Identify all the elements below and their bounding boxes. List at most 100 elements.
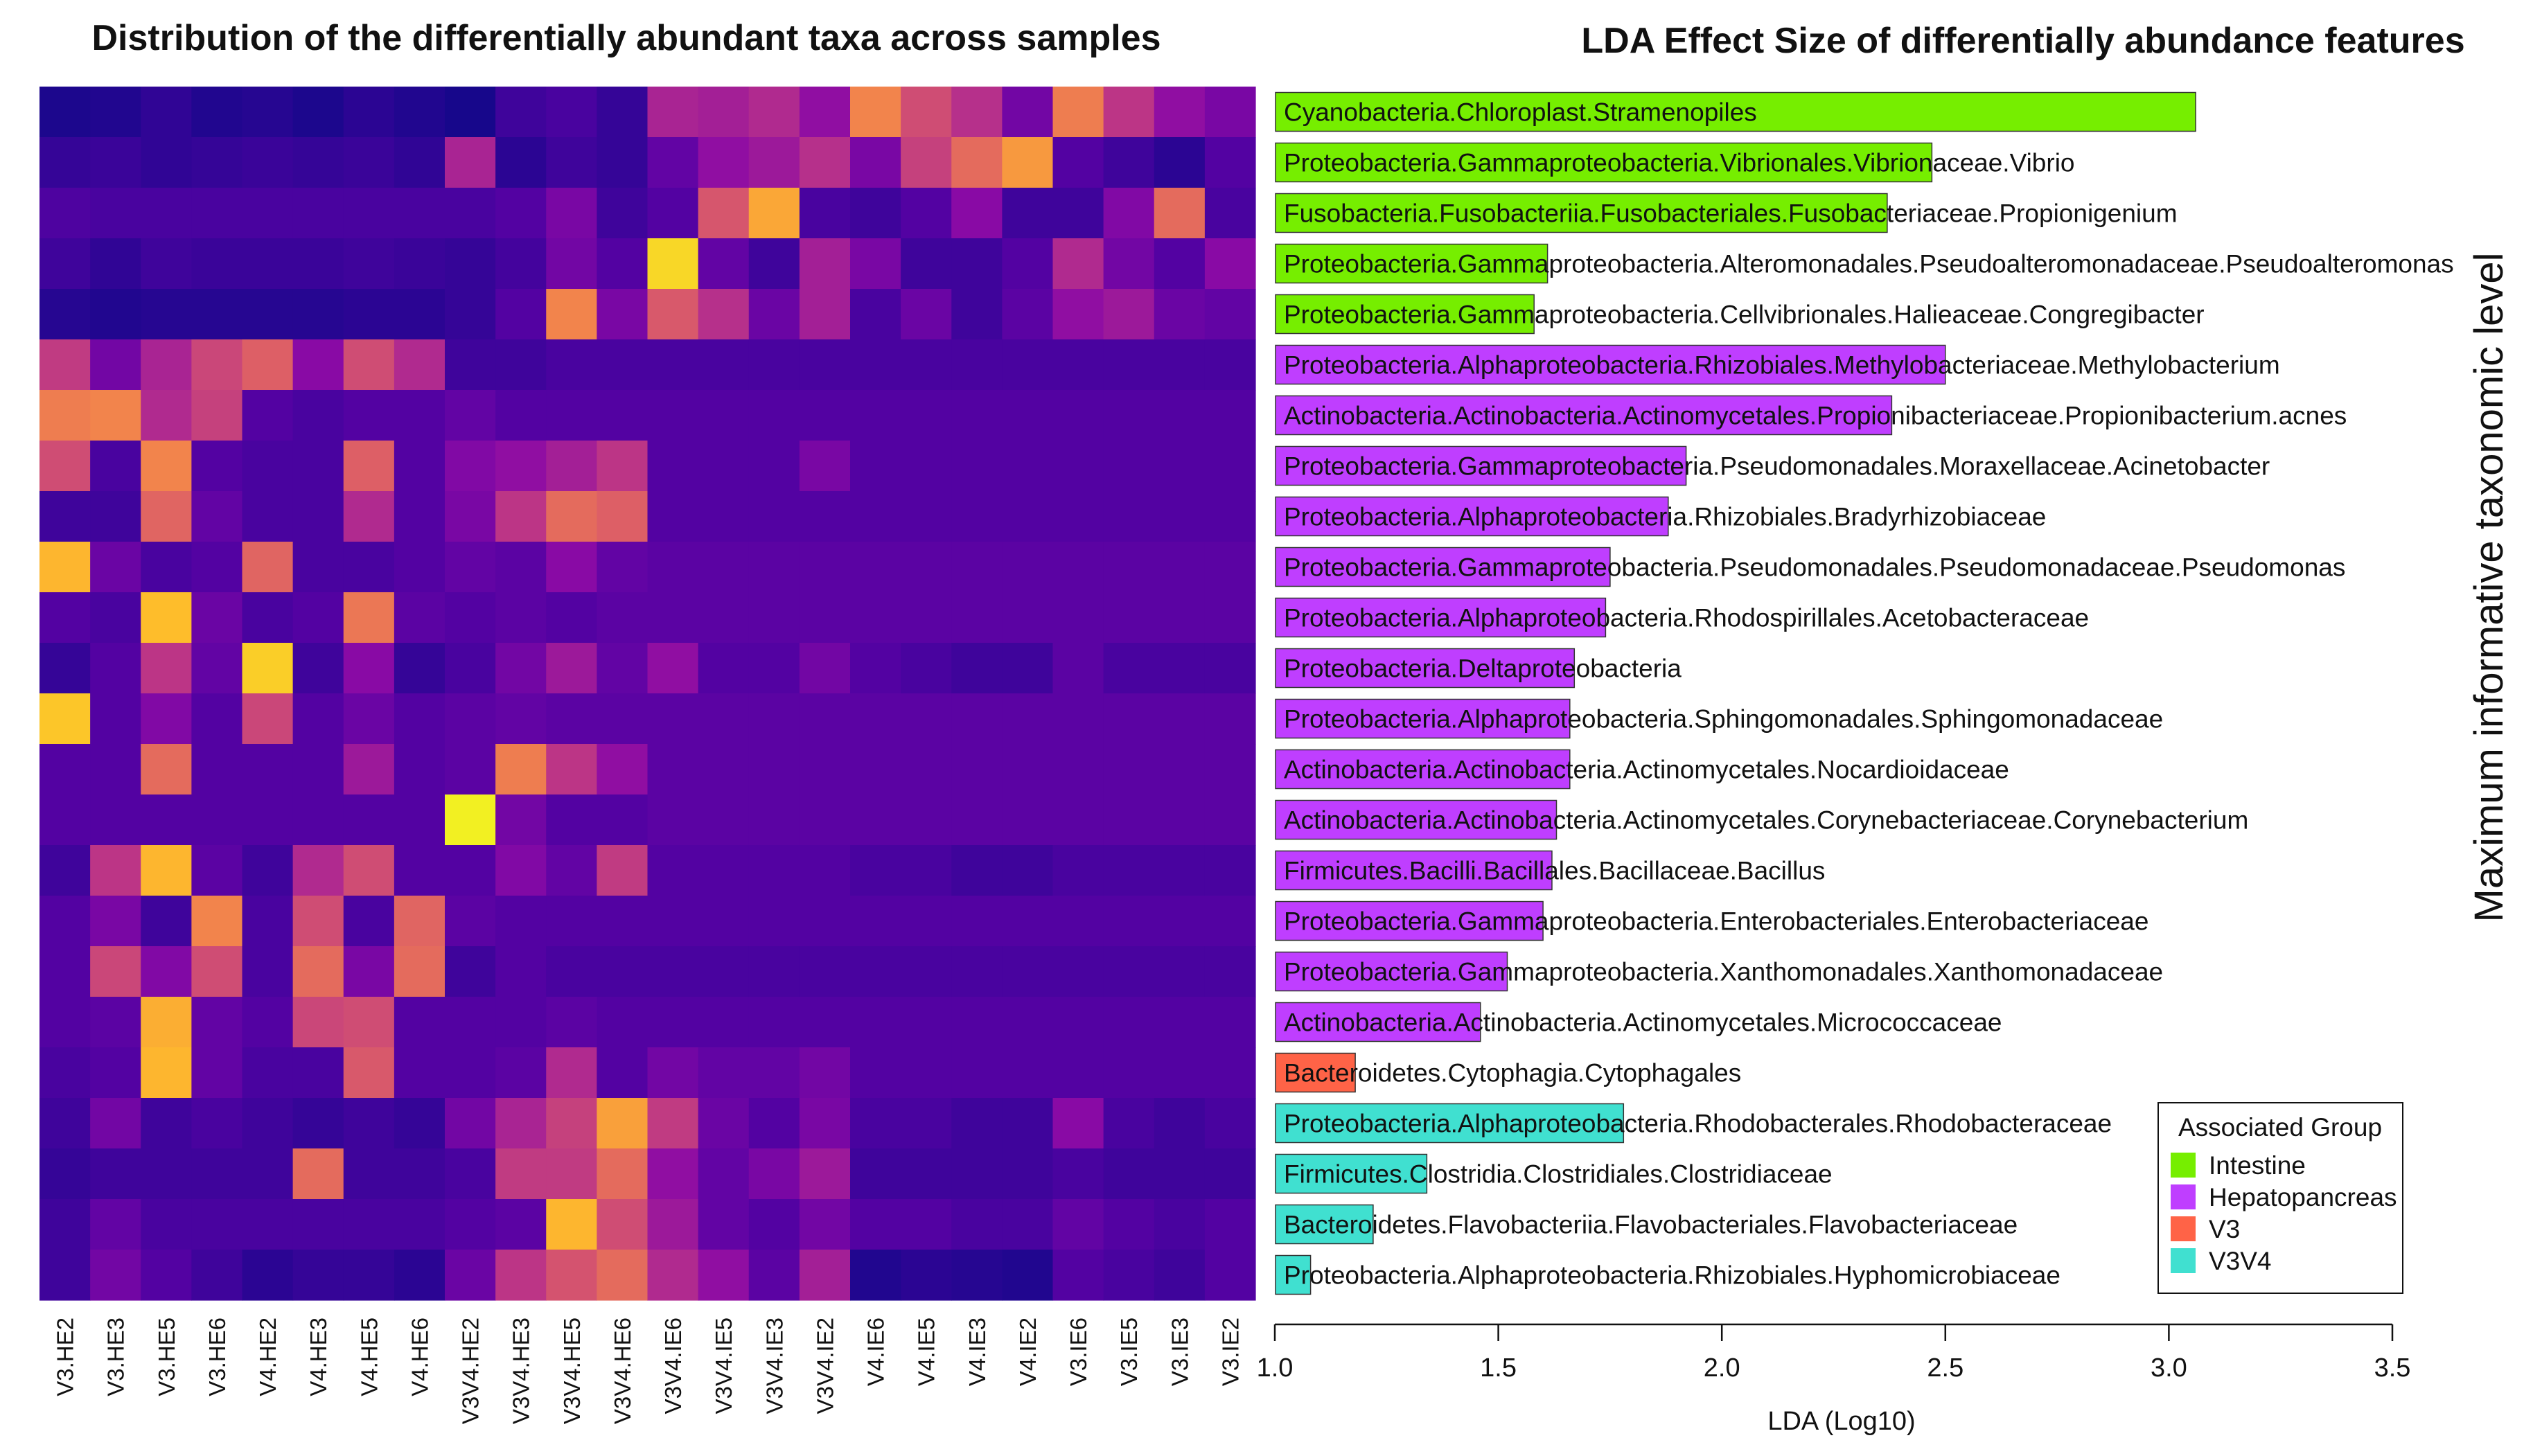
heatmap-cell: [698, 896, 750, 947]
heatmap-cell: [39, 542, 91, 593]
heatmap-cell: [343, 1250, 395, 1301]
heatmap-cell: [1002, 1250, 1054, 1301]
heatmap-cell: [1103, 441, 1155, 492]
heatmap-cell: [1052, 339, 1104, 391]
heatmap-cell: [698, 643, 750, 694]
heatmap-cell: [850, 542, 901, 593]
heatmap-cell: [901, 137, 952, 188]
heatmap-cell: [597, 896, 648, 947]
heatmap-cell: [191, 997, 243, 1048]
heatmap-cell: [1052, 390, 1104, 441]
heatmap-cell: [799, 997, 851, 1048]
heatmap-column-label: V4.IE5: [914, 1317, 939, 1386]
heatmap-cell: [748, 1250, 800, 1301]
heatmap-cell: [292, 1250, 344, 1301]
heatmap-cell: [90, 1098, 141, 1149]
lda-bar-label: Proteobacteria.Gammaproteobacteria.Pseud…: [1284, 452, 2270, 481]
heatmap-cell: [495, 137, 547, 188]
heatmap-cell: [1204, 188, 1256, 239]
heatmap-cell: [647, 87, 699, 138]
heatmap-cell: [1103, 339, 1155, 391]
lda-y-axis-label: Maximum informative taxonomic level: [2466, 253, 2512, 923]
heatmap-cell: [343, 896, 395, 947]
heatmap-cell: [546, 441, 597, 492]
heatmap-cell: [445, 744, 496, 795]
heatmap-cell: [698, 441, 750, 492]
heatmap-cell: [850, 744, 901, 795]
heatmap-cell: [343, 1098, 395, 1149]
heatmap-column-label: V3.IE3: [1167, 1317, 1192, 1386]
heatmap-cell: [445, 137, 496, 188]
heatmap-cell: [394, 491, 445, 542]
heatmap-cell: [1154, 441, 1206, 492]
heatmap-cell: [141, 1098, 192, 1149]
heatmap-cell: [39, 1148, 91, 1200]
heatmap-cell: [698, 1098, 750, 1149]
heatmap-cell: [495, 744, 547, 795]
heatmap-cell: [1204, 137, 1256, 188]
lda-bar-label: Proteobacteria.Alphaproteobacteria.Rhodo…: [1284, 1110, 2112, 1138]
heatmap-cell: [1204, 1148, 1256, 1200]
heatmap-cell: [647, 137, 699, 188]
heatmap-cell: [597, 1098, 648, 1149]
heatmap-cell: [901, 592, 952, 643]
heatmap-cell: [748, 1098, 800, 1149]
heatmap-cell: [850, 693, 901, 745]
heatmap-cell: [445, 693, 496, 745]
heatmap-cell: [647, 542, 699, 593]
heatmap-cell: [394, 997, 445, 1048]
heatmap-cell: [191, 845, 243, 896]
heatmap-cell: [748, 289, 800, 340]
heatmap-cell: [191, 542, 243, 593]
heatmap-column-label: V3V4.IE3: [761, 1317, 787, 1414]
heatmap-cell: [901, 794, 952, 846]
heatmap-cell: [39, 845, 91, 896]
heatmap-cell: [698, 1047, 750, 1099]
heatmap-cell: [394, 390, 445, 441]
heatmap-cell: [141, 592, 192, 643]
legend-swatch: [2171, 1184, 2196, 1209]
heatmap-cell: [141, 794, 192, 846]
heatmap-cell: [1002, 238, 1054, 290]
heatmap-cell: [799, 744, 851, 795]
heatmap-cell: [242, 794, 294, 846]
lda-bar-label: Proteobacteria.Gammaproteobacteria.Enter…: [1284, 907, 2148, 936]
heatmap-cell: [1204, 643, 1256, 694]
heatmap-column-label: V3V4.HE3: [509, 1317, 534, 1424]
heatmap-cell: [901, 390, 952, 441]
heatmap-cell: [292, 137, 344, 188]
heatmap-cell: [1103, 238, 1155, 290]
heatmap-cell: [799, 643, 851, 694]
heatmap-cell: [39, 946, 91, 997]
heatmap-cell: [39, 491, 91, 542]
heatmap-cell: [951, 1047, 1003, 1099]
heatmap-cell: [191, 1098, 243, 1149]
heatmap-cell: [141, 1199, 192, 1250]
heatmap-cell: [445, 1199, 496, 1250]
heatmap-cell: [394, 339, 445, 391]
heatmap-cell: [748, 1047, 800, 1099]
heatmap-cell: [1052, 693, 1104, 745]
heatmap-cell: [951, 1148, 1003, 1200]
heatmap-cell: [1103, 845, 1155, 896]
heatmap-cell: [39, 896, 91, 947]
heatmap-column-label: V4.HE2: [255, 1317, 281, 1396]
heatmap-cell: [394, 744, 445, 795]
heatmap-cell: [191, 238, 243, 290]
heatmap-cell: [90, 997, 141, 1048]
heatmap-cell: [141, 339, 192, 391]
lda-bar-label: Actinobacteria.Actinobacteria.Actinomyce…: [1284, 402, 2347, 430]
heatmap-cell: [546, 137, 597, 188]
heatmap-cell: [242, 390, 294, 441]
heatmap-cell: [1052, 1047, 1104, 1099]
heatmap-cell: [698, 1250, 750, 1301]
heatmap-cell: [951, 794, 1003, 846]
heatmap-cell: [850, 845, 901, 896]
heatmap-cell: [292, 744, 344, 795]
lda-bar-label: Proteobacteria.Alphaproteobacteria.Rhizo…: [1284, 503, 2046, 531]
heatmap-cell: [242, 1098, 294, 1149]
heatmap-cell: [799, 896, 851, 947]
heatmap-cell: [901, 997, 952, 1048]
heatmap-cell: [1204, 997, 1256, 1048]
heatmap-cell: [191, 390, 243, 441]
